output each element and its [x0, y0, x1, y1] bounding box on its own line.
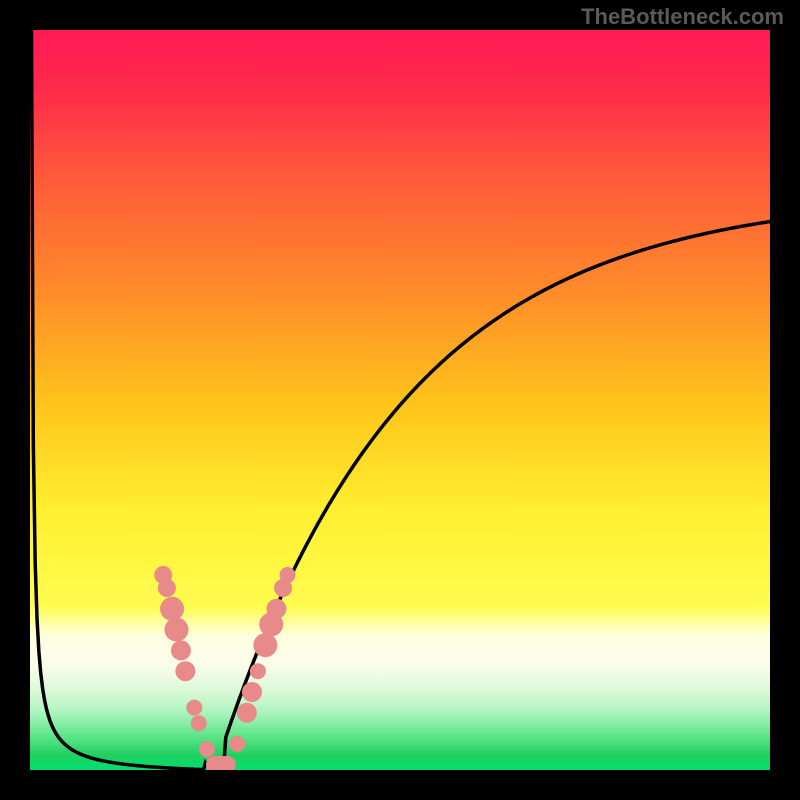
plot-area [30, 30, 770, 770]
watermark-text: TheBottleneck.com [581, 4, 784, 30]
chart-container: TheBottleneck.com [0, 0, 800, 800]
data-markers [30, 30, 770, 770]
